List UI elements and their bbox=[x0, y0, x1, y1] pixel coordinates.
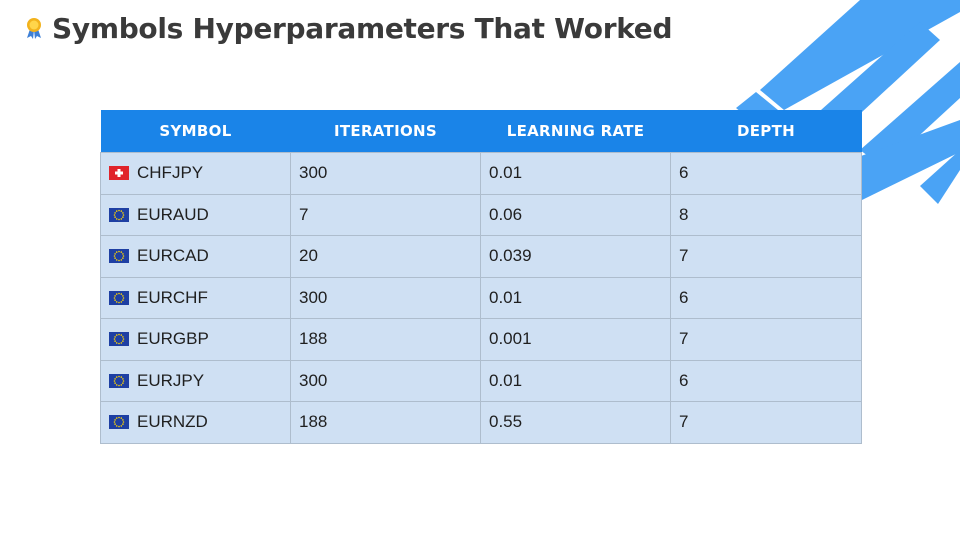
eu-flag-icon bbox=[109, 207, 129, 222]
cell-depth: 6 bbox=[670, 276, 862, 319]
eu-flag-icon bbox=[109, 373, 129, 388]
cell-iterations: 300 bbox=[290, 359, 481, 402]
cell-iterations: 300 bbox=[290, 276, 481, 319]
medal-icon bbox=[27, 18, 41, 39]
cell-symbol: EURGBP bbox=[100, 318, 291, 361]
symbol-label: EURAUD bbox=[137, 204, 209, 224]
cell-learning-rate: 0.55 bbox=[480, 401, 671, 444]
cell-symbol: EURJPY bbox=[100, 359, 291, 402]
table-row: CHFJPY 300 0.01 6 bbox=[100, 152, 862, 195]
table-row: EURJPY 300 0.01 6 bbox=[100, 359, 862, 402]
cell-depth: 6 bbox=[670, 359, 862, 402]
cell-iterations: 300 bbox=[290, 152, 481, 195]
table-row: EURAUD 7 0.06 8 bbox=[100, 193, 862, 236]
table-row: EURCHF 300 0.01 6 bbox=[100, 276, 862, 319]
page-title: Symbols Hyperparameters That Worked bbox=[52, 11, 673, 45]
cell-iterations: 20 bbox=[290, 235, 481, 278]
cell-learning-rate: 0.01 bbox=[480, 276, 671, 319]
cell-learning-rate: 0.01 bbox=[480, 359, 671, 402]
table-row: EURGBP 188 0.001 7 bbox=[100, 318, 862, 361]
header-learning-rate: LEARNING RATE bbox=[480, 110, 671, 153]
eu-flag-icon bbox=[109, 332, 129, 347]
cell-symbol: EURAUD bbox=[100, 193, 291, 236]
cell-symbol: EURCHF bbox=[100, 276, 291, 319]
title-row: Symbols Hyperparameters That Worked bbox=[24, 10, 673, 46]
table-row: EURCAD 20 0.039 7 bbox=[100, 235, 862, 278]
cell-symbol: EURNZD bbox=[100, 401, 291, 444]
symbol-label: EURCAD bbox=[137, 246, 209, 266]
cell-depth: 8 bbox=[670, 193, 862, 236]
eu-flag-icon bbox=[109, 249, 129, 264]
table-row: EURNZD 188 0.55 7 bbox=[100, 401, 862, 444]
symbol-label: CHFJPY bbox=[137, 163, 204, 183]
table-header-row: SYMBOL ITERATIONS LEARNING RATE DEPTH bbox=[100, 110, 862, 153]
cell-iterations: 188 bbox=[290, 318, 481, 361]
symbol-label: EURJPY bbox=[137, 370, 205, 390]
header-depth: DEPTH bbox=[670, 110, 862, 153]
cell-learning-rate: 0.039 bbox=[480, 235, 671, 278]
switzerland-flag-icon bbox=[109, 166, 129, 181]
header-iterations: ITERATIONS bbox=[290, 110, 481, 153]
cell-depth: 7 bbox=[670, 401, 862, 444]
eu-flag-icon bbox=[109, 290, 129, 305]
eu-flag-icon bbox=[109, 415, 129, 430]
cell-learning-rate: 0.01 bbox=[480, 152, 671, 195]
cell-learning-rate: 0.001 bbox=[480, 318, 671, 361]
cell-iterations: 7 bbox=[290, 193, 481, 236]
cell-learning-rate: 0.06 bbox=[480, 193, 671, 236]
cell-depth: 7 bbox=[670, 235, 862, 278]
symbol-label: EURCHF bbox=[137, 287, 208, 307]
cell-depth: 7 bbox=[670, 318, 862, 361]
symbol-label: EURGBP bbox=[137, 329, 209, 349]
hyperparameters-table: SYMBOL ITERATIONS LEARNING RATE DEPTH CH… bbox=[100, 110, 862, 444]
header-symbol: SYMBOL bbox=[100, 110, 291, 153]
cell-depth: 6 bbox=[670, 152, 862, 195]
symbol-label: EURNZD bbox=[137, 412, 208, 432]
cell-iterations: 188 bbox=[290, 401, 481, 444]
cell-symbol: CHFJPY bbox=[100, 152, 291, 195]
cell-symbol: EURCAD bbox=[100, 235, 291, 278]
